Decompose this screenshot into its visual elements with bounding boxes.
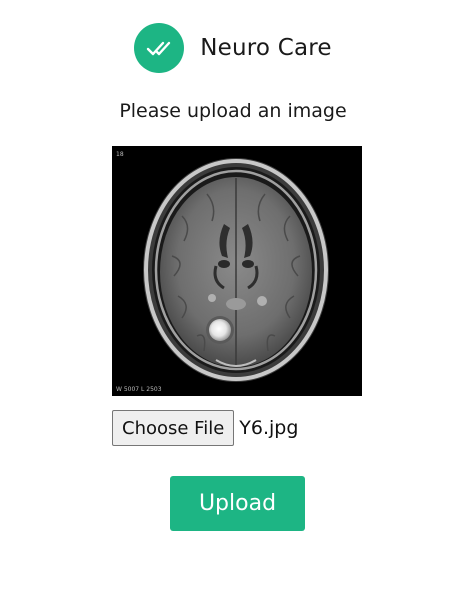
app-title: Neuro Care <box>200 35 332 61</box>
selected-file-name: Y6.jpg <box>239 417 299 439</box>
choose-file-button[interactable]: Choose File <box>112 410 235 446</box>
double-check-icon <box>134 23 185 73</box>
file-input[interactable]: Choose File Y6.jpg <box>112 410 298 446</box>
app-header: Neuro Care <box>0 22 466 74</box>
upload-prompt: Please upload an image <box>119 100 347 122</box>
preview-corner-label: 18 <box>116 151 124 158</box>
preview-footer-label: W 5007 L 2503 <box>116 386 162 393</box>
image-preview: 18 W 5007 L 2503 <box>112 146 362 396</box>
upload-button[interactable]: Upload <box>170 476 305 531</box>
